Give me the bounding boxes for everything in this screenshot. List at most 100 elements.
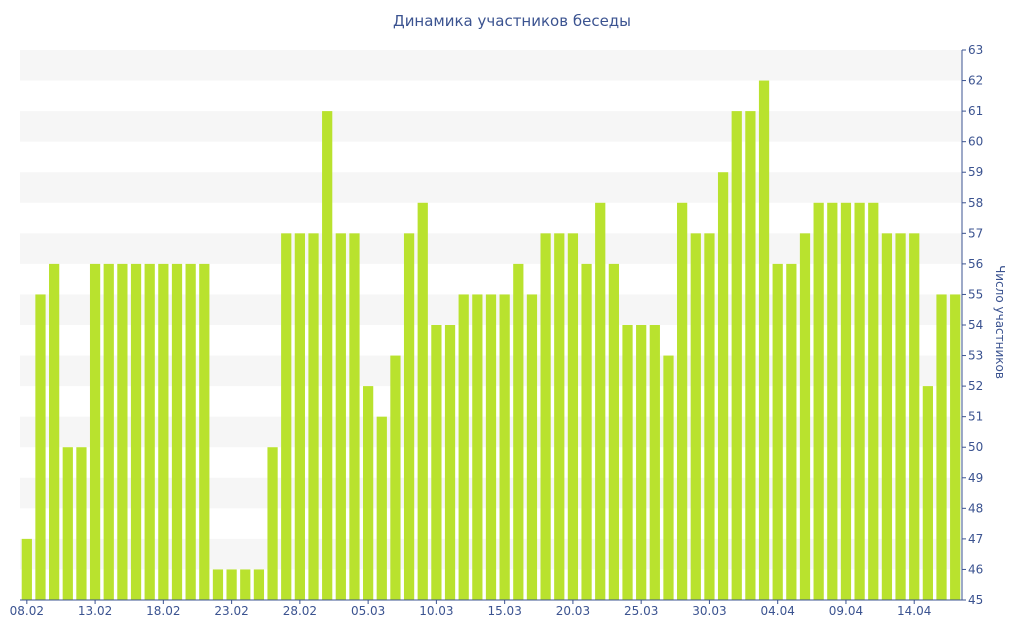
y-axis: 45 46 47 48 49 50 51 52 53 54 55 56 57 58 59 60 61 62 63: [961, 43, 983, 607]
bar-03.03: [335, 233, 346, 601]
bar-09.04: [840, 202, 852, 600]
x-tick-label: 30.03: [692, 604, 726, 618]
bar-12.02: [76, 447, 87, 600]
y-tick-label: 46: [968, 562, 983, 576]
y-tick-label: 47: [968, 532, 983, 546]
bar-17.02: [144, 263, 155, 600]
bar-11.04: [868, 202, 879, 600]
chart-title: Динамика участников беседы: [392, 12, 632, 30]
bar-06.04: [799, 233, 811, 601]
bar-14.03: [485, 294, 497, 600]
bar-19.03: [554, 233, 565, 601]
bar-30.03: [704, 233, 715, 601]
bar-13.04: [895, 233, 906, 601]
y-tick-label: 63: [968, 43, 983, 57]
bar-28.03: [677, 202, 688, 600]
x-tick-label: 05.03: [351, 604, 385, 618]
bar-26.02: [267, 447, 278, 600]
bar-22.02: [212, 569, 224, 600]
y-tick-label: 56: [968, 257, 983, 271]
bar-01.04: [731, 111, 742, 600]
bar-28.02: [294, 233, 305, 601]
bar-21.03: [581, 263, 592, 600]
bars: [21, 80, 961, 601]
y-tick-label: 62: [968, 74, 983, 88]
bar-09.02: [35, 294, 46, 600]
bar-19.02: [171, 263, 183, 600]
bar-06.03: [376, 416, 387, 600]
bar-12.03: [458, 294, 469, 600]
bar-12.04: [881, 233, 893, 601]
bar-02.03: [322, 111, 333, 600]
bar-14.02: [103, 263, 114, 600]
bar-08.02: [21, 538, 32, 600]
y-tick-label: 49: [968, 471, 983, 485]
bar-01.03: [308, 233, 319, 601]
y-tick-label: 55: [968, 287, 983, 301]
x-tick-label: 18.02: [146, 604, 180, 618]
bar-11.03: [444, 325, 456, 600]
bar-13.02: [89, 263, 101, 600]
x-tick-label: 10.03: [419, 604, 453, 618]
bar-15.02: [117, 263, 128, 600]
bar-10.04: [854, 202, 865, 600]
bar-26.03: [649, 325, 660, 600]
bar-02.04: [745, 111, 756, 600]
bar-27.03: [663, 355, 674, 600]
bar-17.03: [526, 294, 538, 600]
bar-07.03: [390, 355, 401, 600]
bar-10.03: [431, 325, 442, 600]
bar-10.02: [49, 263, 60, 600]
x-tick-label: 23.02: [214, 604, 248, 618]
x-axis: 08.02 13.02 18.02 23.02 28.02 05.03 10.03 15.03…: [10, 599, 962, 618]
y-tick-label: 54: [968, 318, 983, 332]
grid-band: [20, 50, 962, 81]
bar-21.02: [199, 263, 210, 600]
bar-24.03: [622, 325, 633, 600]
grid-band: [20, 172, 962, 203]
bar-23.02: [226, 569, 237, 600]
bar-09.03: [417, 202, 428, 600]
y-tick-label: 60: [968, 135, 983, 149]
y-tick-label: 50: [968, 440, 983, 454]
bar-16.02: [130, 263, 142, 600]
y-tick-label: 48: [968, 501, 983, 515]
bar-11.02: [62, 447, 73, 600]
bar-24.02: [240, 569, 251, 600]
x-tick-label: 08.02: [10, 604, 44, 618]
bar-17.04: [950, 294, 961, 600]
bar-08.04: [827, 202, 838, 600]
bar-04.03: [349, 233, 360, 601]
bar-13.03: [472, 294, 483, 600]
bar-15.04: [922, 386, 933, 600]
y-tick-label: 57: [968, 226, 983, 240]
y-tick-label: 53: [968, 349, 983, 363]
bar-20.02: [185, 263, 196, 600]
bar-25.03: [636, 325, 647, 600]
bar-18.03: [540, 233, 551, 601]
y-tick-label: 61: [968, 104, 983, 118]
bar-14.04: [909, 233, 920, 601]
x-tick-label: 28.02: [283, 604, 317, 618]
y-tick-label: 59: [968, 165, 983, 179]
x-tick-label: 14.04: [897, 604, 931, 618]
bar-22.03: [595, 202, 606, 600]
bar-23.03: [608, 263, 619, 600]
y-tick-label: 52: [968, 379, 983, 393]
x-tick-label: 15.03: [487, 604, 521, 618]
bar-16.04: [936, 294, 947, 600]
bar-27.02: [281, 233, 292, 601]
x-tick-label: 20.03: [556, 604, 590, 618]
y-axis-title: Число участников: [993, 265, 1007, 379]
y-tick-label: 51: [968, 410, 983, 424]
bar-15.03: [499, 294, 510, 600]
bar-18.02: [158, 263, 169, 600]
bar-20.03: [567, 233, 579, 601]
bar-07.04: [813, 202, 824, 600]
bar-29.03: [690, 233, 701, 601]
bar-31.03: [717, 172, 729, 600]
bar-03.04: [758, 80, 770, 601]
y-tick-label: 58: [968, 196, 983, 210]
x-tick-label: 04.04: [761, 604, 795, 618]
